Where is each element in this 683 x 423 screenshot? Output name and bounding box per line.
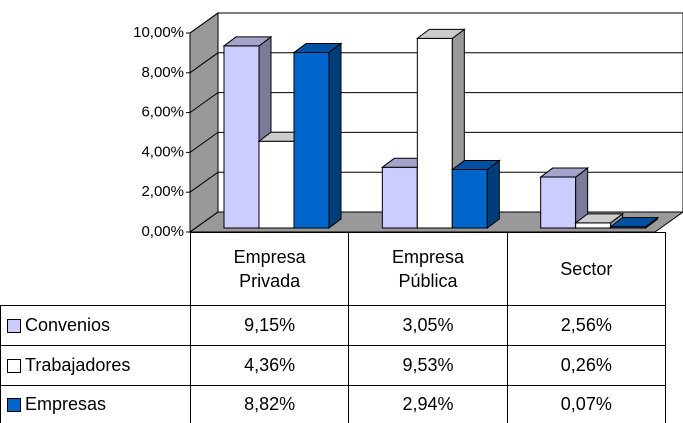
bar-front (575, 222, 612, 229)
legend-key (7, 397, 21, 412)
bar-top-shade (224, 36, 271, 46)
bar-side-shade (329, 43, 341, 229)
bar (539, 167, 590, 229)
bar-front (381, 166, 418, 229)
legend-entry: Convenios (0, 305, 191, 346)
table-value: 4,36% (190, 345, 350, 386)
grid-line (189, 12, 683, 34)
y-tick-label: 10,00% (133, 24, 184, 41)
label: 8,82% (244, 394, 296, 414)
table-header: Empresa Privada (190, 232, 350, 306)
table-header: Sector (506, 232, 666, 306)
table-value: 3,05% (348, 305, 508, 346)
label: Sector (560, 259, 613, 279)
table-value: 8,82% (190, 385, 350, 423)
bar-front (258, 140, 295, 229)
label: 0,07% (560, 394, 612, 414)
label: 4,36% (244, 355, 296, 375)
bar-side-shade (575, 168, 588, 228)
y-tick-label: 0,00% (141, 223, 184, 240)
grid-line (189, 92, 683, 114)
bar-top-shade (452, 160, 500, 170)
y-tick-label: 4,00% (141, 143, 184, 160)
bar-top (450, 159, 501, 170)
legend-label: Convenios (25, 315, 111, 335)
label: 3,05% (402, 315, 454, 335)
bar-top-shade (610, 217, 658, 227)
legend-entry: Trabajadores (0, 345, 191, 386)
grid-line (189, 211, 683, 233)
left-wall (189, 12, 219, 233)
table-header: Empresa Pública (348, 232, 508, 306)
table-value: 0,26% (506, 345, 666, 386)
legend-key (7, 318, 21, 333)
label: 0,26% (560, 355, 612, 375)
table-value: 2,56% (506, 305, 666, 346)
bar-front (540, 176, 577, 229)
bar-top (539, 167, 590, 178)
label: 2,94% (402, 394, 454, 414)
label: 9,15% (244, 315, 296, 335)
bar (292, 42, 343, 229)
bar (609, 216, 660, 229)
table-value: 9,15% (190, 305, 350, 346)
bar-top (415, 28, 466, 39)
bar-front (293, 51, 330, 229)
label: Empresa Privada (233, 247, 306, 291)
legend-entry: Empresas (0, 385, 191, 423)
y-tick-label: 2,00% (141, 183, 184, 200)
table-value: 2,94% (348, 385, 508, 423)
legend-label: Empresas (25, 394, 107, 414)
bar-front (451, 168, 488, 229)
grid-line (189, 52, 683, 74)
label: 2,56% (560, 315, 612, 335)
bar-top-shade (540, 168, 588, 178)
bar-top (574, 213, 625, 224)
bar (574, 212, 625, 229)
label: 9,53% (402, 355, 454, 375)
table-value: 9,53% (348, 345, 508, 386)
table-value: 0,07% (506, 385, 666, 423)
bar-top-shade (417, 29, 465, 39)
bar-top (222, 36, 273, 47)
grid-line (189, 171, 683, 193)
bar-front (223, 45, 260, 229)
y-tick-label: 8,00% (141, 64, 184, 81)
label: Empresa Pública (391, 247, 464, 291)
legend-key (7, 358, 21, 373)
bar (450, 159, 501, 229)
bar-top-shade (575, 213, 623, 223)
legend-label: Trabajadores (25, 355, 131, 375)
bar-top (292, 42, 343, 53)
bar-top-shade (294, 43, 341, 53)
bar-front (416, 37, 453, 229)
bar-top (609, 217, 660, 228)
y-tick-label: 6,00% (141, 104, 184, 121)
bar-side-shade (487, 160, 500, 228)
grid-line (189, 131, 683, 153)
